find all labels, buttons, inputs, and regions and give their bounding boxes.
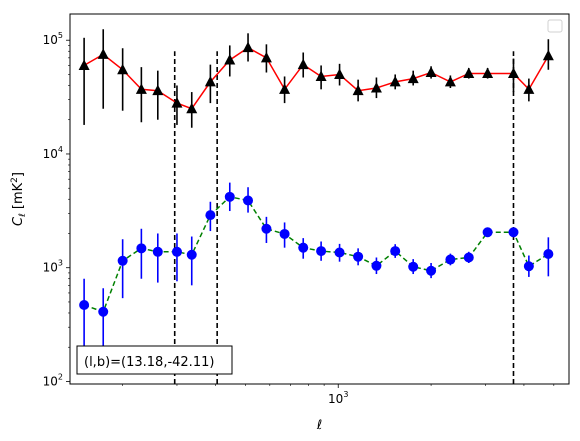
- triangle-marker: [407, 72, 419, 84]
- triangle-marker: [389, 75, 401, 87]
- circle-marker: [408, 261, 419, 272]
- triangle-marker: [507, 67, 519, 78]
- y-tick-label: 103: [43, 259, 63, 275]
- triangle-marker: [260, 51, 272, 63]
- triangle-marker: [297, 58, 309, 70]
- triangle-marker: [370, 82, 382, 93]
- x-axis-label: ℓ: [316, 418, 322, 433]
- triangle-marker: [117, 63, 129, 75]
- series-layer: [78, 29, 554, 360]
- circle-marker: [224, 191, 235, 202]
- series-1: [78, 29, 554, 128]
- triangle-marker: [78, 59, 90, 70]
- circle-marker: [523, 261, 534, 272]
- circle-marker: [279, 228, 290, 239]
- axis-ticks: 102 103 104 105 103: [43, 31, 555, 406]
- annotation-box: [76, 345, 233, 375]
- circle-marker: [186, 249, 197, 260]
- y-tick-label: 105: [43, 31, 63, 47]
- circle-marker: [316, 246, 327, 257]
- circle-marker: [463, 252, 474, 263]
- triangle-marker: [425, 66, 437, 78]
- circle-marker: [298, 242, 309, 253]
- circle-marker: [371, 260, 382, 271]
- circle-marker: [334, 247, 345, 258]
- triangle-marker: [542, 49, 554, 61]
- circle-marker: [353, 251, 364, 262]
- triangle-marker: [204, 75, 216, 87]
- x-tick-label: 103: [328, 390, 348, 406]
- triangle-marker: [97, 48, 109, 59]
- y-axis-label: Cℓ [mK2]: [10, 172, 28, 226]
- circle-marker: [445, 254, 456, 265]
- circle-marker: [117, 255, 128, 266]
- circle-marker: [261, 223, 272, 234]
- triangle-marker: [279, 83, 291, 94]
- circle-marker: [390, 246, 401, 257]
- circle-marker: [98, 306, 109, 317]
- circle-marker: [79, 300, 90, 311]
- triangle-marker: [352, 84, 364, 96]
- series-2: [79, 182, 554, 360]
- triangle-marker: [152, 84, 164, 96]
- circle-marker: [152, 246, 163, 257]
- circle-marker: [136, 243, 147, 254]
- circle-marker: [508, 227, 519, 238]
- triangle-marker: [315, 70, 327, 81]
- legend-box: [547, 19, 563, 33]
- plot-area: [70, 14, 569, 384]
- triangle-marker: [224, 53, 236, 65]
- triangle-marker: [482, 67, 494, 78]
- triangle-marker: [444, 75, 456, 87]
- triangle-marker: [186, 102, 198, 114]
- triangle-marker: [171, 97, 183, 108]
- triangle-marker: [334, 68, 346, 79]
- triangle-marker: [463, 67, 475, 78]
- circle-marker: [205, 210, 216, 221]
- y-tick-label: 104: [43, 145, 63, 161]
- circle-marker: [243, 195, 254, 206]
- circle-marker: [543, 248, 554, 259]
- triangle-marker: [523, 83, 535, 94]
- circle-marker: [482, 227, 493, 238]
- annotation: (l,b)=(13.18,-42.11): [76, 345, 233, 375]
- circle-marker: [171, 246, 182, 257]
- annotation-text: (l,b)=(13.18,-42.11): [84, 355, 214, 370]
- series-line: [83, 195, 549, 313]
- triangle-marker: [135, 83, 147, 94]
- triangle-marker: [242, 41, 254, 53]
- circle-marker: [426, 265, 437, 276]
- y-tick-label: 102: [43, 372, 63, 388]
